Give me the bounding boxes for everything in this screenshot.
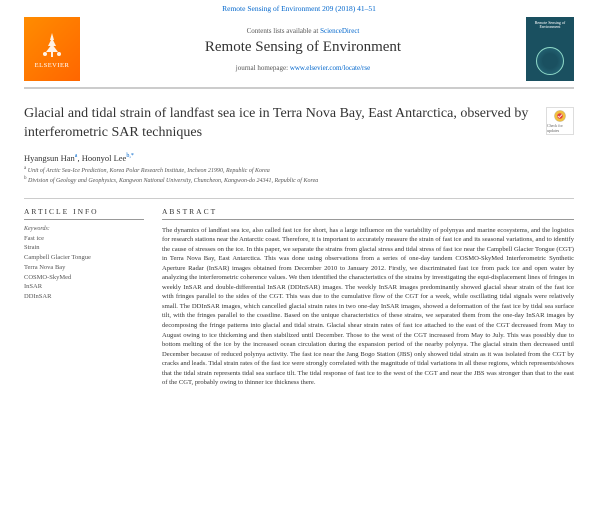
journal-cover-thumbnail[interactable]: Remote Sensing of Environment	[526, 17, 574, 81]
contents-available-line: Contents lists available at ScienceDirec…	[247, 27, 360, 35]
check-updates-label: Check for updates	[547, 123, 573, 133]
elsevier-label: ELSEVIER	[35, 62, 70, 69]
homepage-prefix: journal homepage:	[236, 64, 290, 72]
journal-header: ELSEVIER Contents lists available at Sci…	[0, 15, 598, 81]
sciencedirect-link[interactable]: ScienceDirect	[320, 27, 359, 35]
homepage-link[interactable]: www.elsevier.com/locate/rse	[290, 64, 370, 72]
abstract-column: ABSTRACT The dynamics of landfast sea ic…	[162, 207, 574, 388]
elsevier-logo[interactable]: ELSEVIER	[24, 17, 80, 81]
journal-title: Remote Sensing of Environment	[205, 39, 401, 56]
elsevier-tree-icon	[37, 30, 67, 60]
cover-globe-icon	[536, 47, 564, 75]
article-info-heading: ARTICLE INFO	[24, 207, 144, 220]
affiliations: a Unit of Arctic Sea-Ice Prediction, Kor…	[0, 165, 598, 192]
abstract-heading: ABSTRACT	[162, 207, 574, 220]
article-info-column: ARTICLE INFO Keywords: Fast iceStrainCam…	[24, 207, 144, 388]
citation-line: Remote Sensing of Environment 209 (2018)…	[0, 0, 598, 15]
check-updates-icon	[553, 109, 567, 123]
author-line: Hyangsun Hana, Hoonyol Leeb,*	[0, 149, 598, 165]
keywords-label: Keywords:	[24, 226, 144, 232]
contents-prefix: Contents lists available at	[247, 27, 321, 35]
cover-title: Remote Sensing of Environment	[528, 21, 572, 30]
header-center: Contents lists available at ScienceDirec…	[88, 17, 518, 81]
paper-title: Glacial and tidal strain of landfast sea…	[24, 105, 538, 143]
check-updates-badge[interactable]: Check for updates	[546, 107, 574, 135]
keywords-list: Fast iceStrainCampbell Glacier TongueTer…	[24, 234, 144, 302]
abstract-text: The dynamics of landfast sea ice, also c…	[162, 226, 574, 388]
journal-homepage-line: journal homepage: www.elsevier.com/locat…	[236, 64, 370, 72]
